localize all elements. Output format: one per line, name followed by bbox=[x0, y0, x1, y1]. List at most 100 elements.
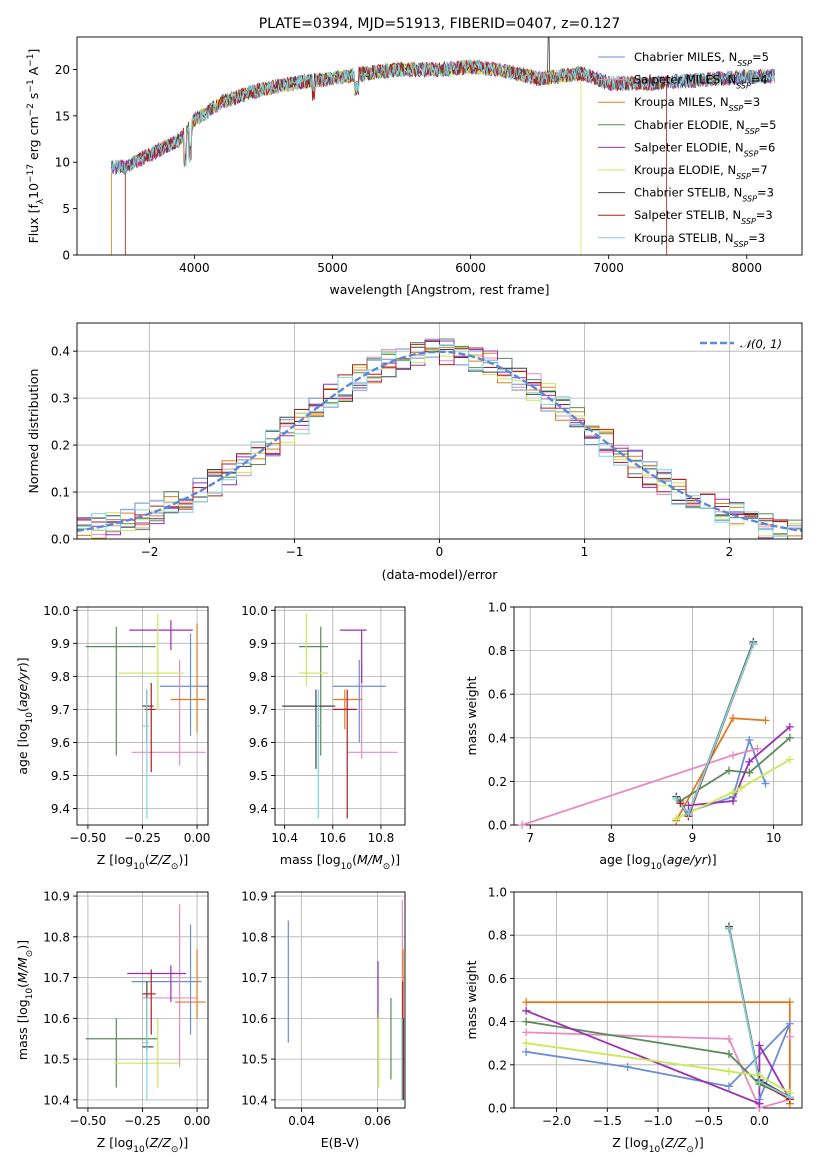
weight-marker-5 bbox=[672, 814, 681, 823]
x-tick-label: 7000 bbox=[593, 261, 624, 275]
weight-marker-1 bbox=[518, 821, 527, 829]
legend-text: Kroupa STELIB, N bbox=[634, 231, 734, 245]
panel-weights-vs-age: 7 8 9 10 0.0 0.2 0.4 0.6 0.8 1.0 bbox=[488, 601, 803, 845]
legend-text: Kroupa ELODIE, N bbox=[634, 163, 736, 177]
y-tick-label: 10.4 bbox=[241, 1093, 268, 1107]
legend-text: Chabrier ELODIE, N bbox=[634, 118, 745, 132]
legend-value: =3 bbox=[757, 186, 774, 200]
y-tick-label: 0.6 bbox=[488, 688, 507, 702]
axes-frame bbox=[76, 606, 209, 826]
spectrum-line-5 bbox=[182, 58, 582, 255]
weight-marker-3 bbox=[724, 1050, 733, 1058]
weight-marker-0 bbox=[745, 735, 754, 744]
weight-marker-4 bbox=[745, 757, 754, 766]
x-tick-label: 10.8 bbox=[368, 831, 395, 845]
x-tick-label: −0.5 bbox=[694, 1114, 723, 1128]
x-tick-label: 1 bbox=[581, 545, 589, 559]
weight-marker-5 bbox=[724, 1067, 733, 1076]
x-tick-label: −2 bbox=[141, 545, 159, 559]
histogram-series-8 bbox=[77, 344, 802, 539]
y-tick-label: 15 bbox=[55, 109, 70, 123]
y-tick-label: 10.8 bbox=[241, 930, 268, 944]
weight-marker-4 bbox=[785, 722, 794, 731]
spectrum-line-2 bbox=[111, 59, 775, 255]
x-axis-label: wavelength [Angstrom, rest frame] bbox=[329, 282, 549, 297]
y-tick-label: 9.7 bbox=[51, 703, 70, 717]
legend-entry-5: Kroupa ELODIE, NSSP=7 bbox=[634, 163, 768, 181]
x-axis-label: Z [log10(Z/Z⊙)] bbox=[97, 1135, 188, 1155]
y-tick-label: 5 bbox=[62, 202, 70, 216]
legend-entry-8: Kroupa STELIB, NSSP=3 bbox=[634, 231, 765, 249]
weight-marker-5 bbox=[737, 783, 746, 792]
y-tick-label: 9.4 bbox=[249, 802, 268, 816]
y-tick-label: 10.5 bbox=[241, 1053, 268, 1067]
weight-line-0 bbox=[688, 737, 767, 813]
weight-marker-8 bbox=[749, 640, 758, 649]
y-tick-label: 0.6 bbox=[488, 972, 507, 986]
panel-weights-vs-Z: −2.0 −1.5 −1.0 −0.5 0.0 0.0 0.2 0.4 0.6 0.8 1.0 bbox=[488, 886, 803, 1128]
x-tick-label: 6000 bbox=[455, 261, 486, 275]
legend: Chabrier MILES, NSSP=5 Salpeter MILES, N S… bbox=[598, 50, 776, 248]
y-axis-label: mass weight bbox=[464, 960, 479, 1039]
legend-value: =3 bbox=[748, 231, 765, 245]
weight-marker-4 bbox=[522, 1006, 531, 1015]
x-axis-label: age [log10(age/yr)] bbox=[599, 852, 716, 872]
y-tick-label: 0.1 bbox=[51, 486, 70, 500]
weight-marker-3 bbox=[724, 766, 733, 775]
weight-marker-4 bbox=[755, 1041, 764, 1050]
y-tick-label: 0.0 bbox=[488, 819, 507, 833]
legend-value: =6 bbox=[758, 140, 775, 154]
y-tick-label: 0.0 bbox=[51, 533, 70, 547]
y-tick-label: 10.0 bbox=[43, 604, 70, 618]
x-tick-label: 0.00 bbox=[184, 1114, 211, 1128]
legend-text: Salpeter MILES, N bbox=[634, 73, 736, 87]
weight-line-5 bbox=[526, 1042, 791, 1094]
y-tick-label: 9.9 bbox=[249, 637, 268, 651]
y-tick-label: 9.6 bbox=[249, 736, 268, 750]
x-tick-label: −0.50 bbox=[70, 1114, 107, 1128]
x-tick-label: −1 bbox=[286, 545, 304, 559]
legend-subscript: SSP bbox=[734, 239, 749, 248]
y-tick-label: 9.5 bbox=[249, 769, 268, 783]
axes-frame bbox=[76, 322, 803, 540]
legend-entry-7: Salpeter STELIB, NSSP=3 bbox=[634, 208, 773, 226]
weight-marker-5 bbox=[785, 755, 794, 764]
legend-entry-3: Chabrier ELODIE, NSSP=5 bbox=[634, 118, 776, 136]
x-tick-label: 9 bbox=[689, 831, 697, 845]
weight-line-4 bbox=[688, 726, 791, 807]
weight-marker-8 bbox=[724, 924, 733, 933]
plot-area bbox=[111, 37, 775, 255]
legend-subscript: SSP bbox=[744, 149, 759, 158]
weight-marker-3 bbox=[785, 733, 794, 742]
x-axis-label: mass [log10(M/M⊙)] bbox=[280, 852, 400, 872]
legend-value: =5 bbox=[760, 118, 777, 132]
y-tick-label: 9.8 bbox=[51, 670, 70, 684]
x-tick-label: −0.50 bbox=[70, 831, 107, 845]
weight-marker-8 bbox=[785, 1093, 794, 1102]
legend-text: Salpeter STELIB, N bbox=[634, 208, 741, 222]
legend-entry-0: Chabrier MILES, NSSP=5 bbox=[634, 50, 769, 68]
weight-marker-0 bbox=[785, 1019, 794, 1028]
weight-marker-4 bbox=[755, 1099, 764, 1108]
weight-line-3 bbox=[679, 737, 791, 802]
y-tick-label: 0.4 bbox=[51, 345, 70, 359]
weight-marker-4 bbox=[684, 801, 693, 810]
weight-marker-2 bbox=[729, 714, 738, 723]
legend-entry-6: Chabrier STELIB, NSSP=3 bbox=[634, 186, 774, 204]
axes-frame bbox=[274, 606, 406, 826]
y-tick-label: 0.4 bbox=[488, 731, 507, 745]
y-tick-label: 0.4 bbox=[488, 1015, 507, 1029]
x-tick-label: 0 bbox=[436, 545, 444, 559]
weight-marker-0 bbox=[623, 1062, 632, 1071]
x-tick-label: 10.6 bbox=[319, 831, 346, 845]
axes-frame bbox=[76, 891, 209, 1109]
x-tick-label: −0.25 bbox=[124, 1114, 161, 1128]
y-tick-label: 0.8 bbox=[488, 644, 507, 658]
legend-entry-4: Salpeter ELODIE, NSSP=6 bbox=[634, 140, 775, 158]
x-tick-label: 8000 bbox=[731, 261, 762, 275]
x-tick-label: 10.4 bbox=[271, 831, 298, 845]
legend-value: =5 bbox=[752, 50, 769, 64]
y-axis-label: age [log10(age/yr)] bbox=[15, 657, 35, 774]
weight-marker-0 bbox=[522, 1047, 531, 1056]
weight-marker-1 bbox=[522, 1028, 531, 1037]
